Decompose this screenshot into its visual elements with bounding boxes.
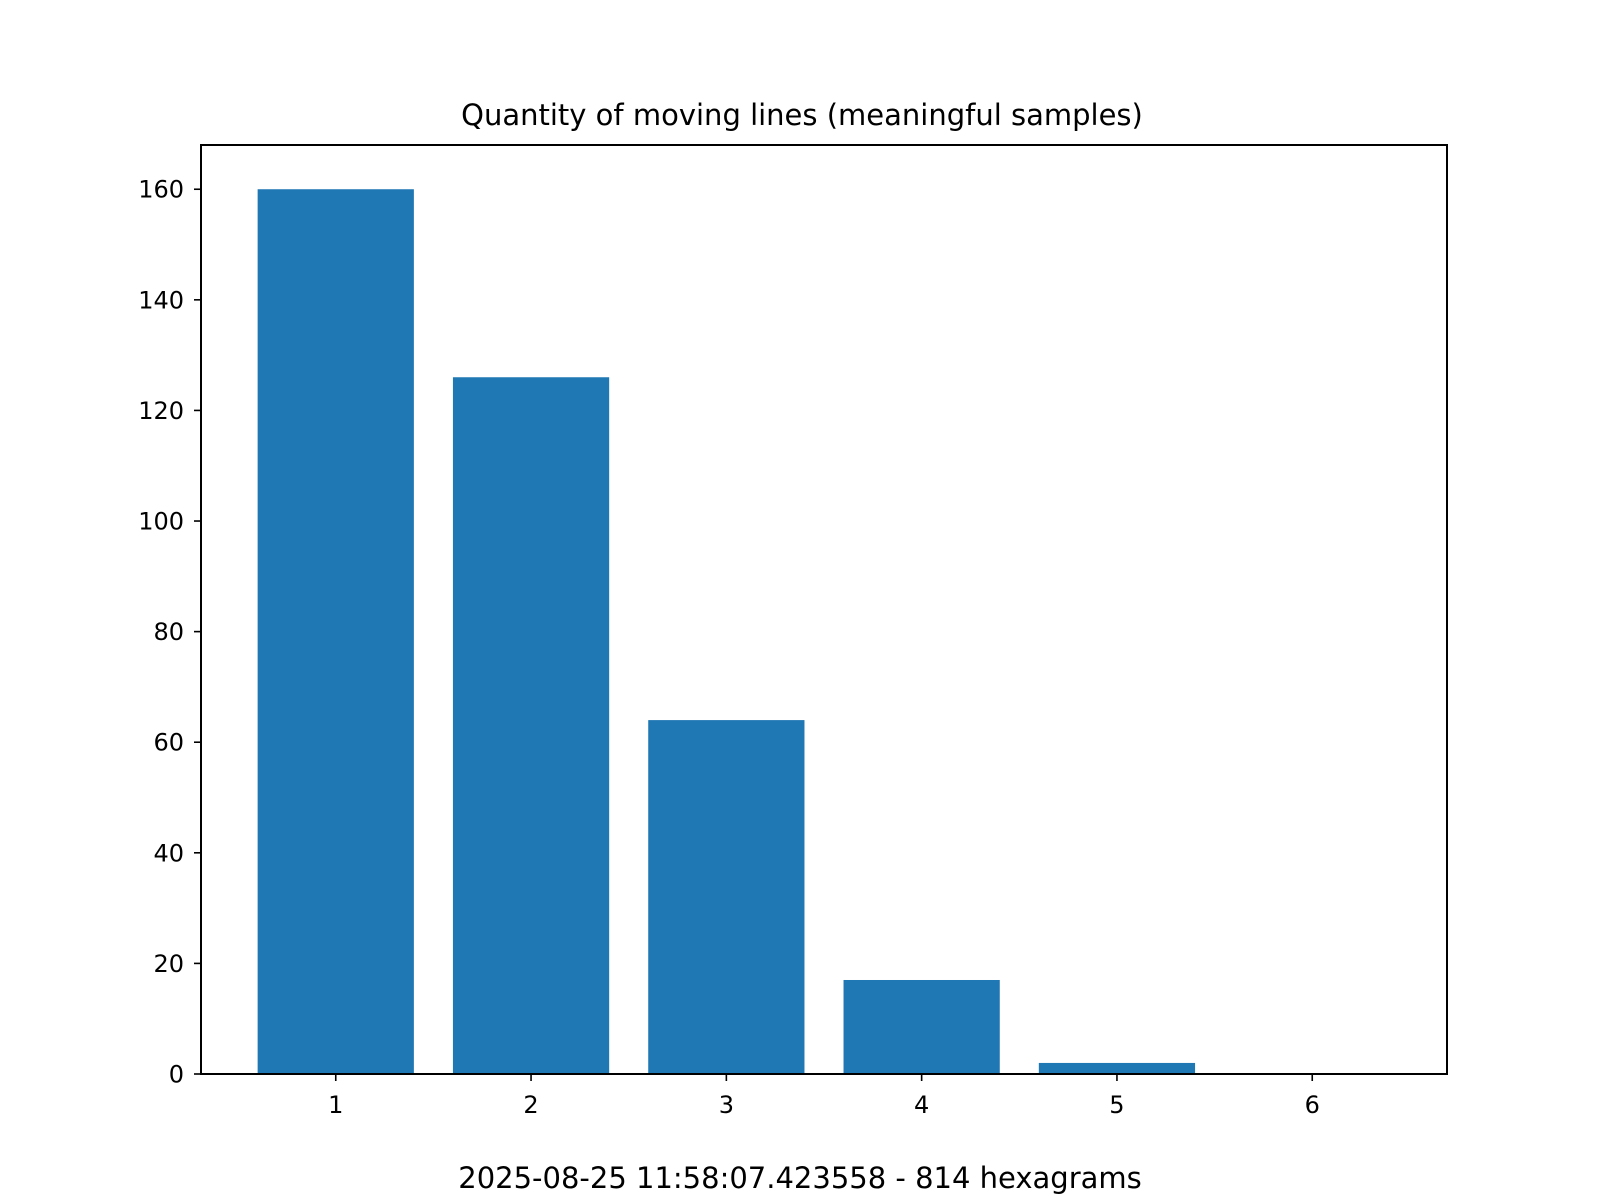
- y-tick-label: 20: [153, 950, 184, 978]
- y-tick-label: 80: [153, 618, 184, 646]
- bar-2: [452, 377, 610, 1074]
- x-tick-label: 2: [523, 1091, 538, 1119]
- y-tick-label: 140: [138, 286, 184, 314]
- x-tick-label: 4: [914, 1091, 929, 1119]
- bar-4: [843, 979, 1000, 1074]
- y-axis: 0 20 40 60 80 100 120 140 160: [138, 176, 201, 1089]
- x-axis: 1 2 3 4 5 6: [328, 1074, 1320, 1119]
- bar-1: [257, 189, 414, 1074]
- x-tick-label: 5: [1109, 1091, 1124, 1119]
- x-tick-label: 6: [1305, 1091, 1320, 1119]
- plot-frame: [200, 144, 1448, 1075]
- y-tick-label: 120: [138, 397, 184, 425]
- x-tick-label: 1: [328, 1091, 343, 1119]
- footer-caption: 2025-08-25 11:58:07.423558 - 814 hexagra…: [458, 1161, 1142, 1195]
- bars-group: [257, 189, 1196, 1074]
- bar-5: [1038, 1062, 1196, 1074]
- y-tick-label: 40: [153, 839, 184, 867]
- y-tick-label: 60: [153, 729, 184, 757]
- y-tick-label: 160: [138, 176, 184, 204]
- chart-title: Quantity of moving lines (meaningful sam…: [461, 98, 1143, 132]
- bar-3: [648, 720, 805, 1074]
- y-tick-label: 100: [138, 508, 184, 536]
- x-tick-label: 3: [719, 1091, 734, 1119]
- y-tick-label: 0: [169, 1061, 184, 1089]
